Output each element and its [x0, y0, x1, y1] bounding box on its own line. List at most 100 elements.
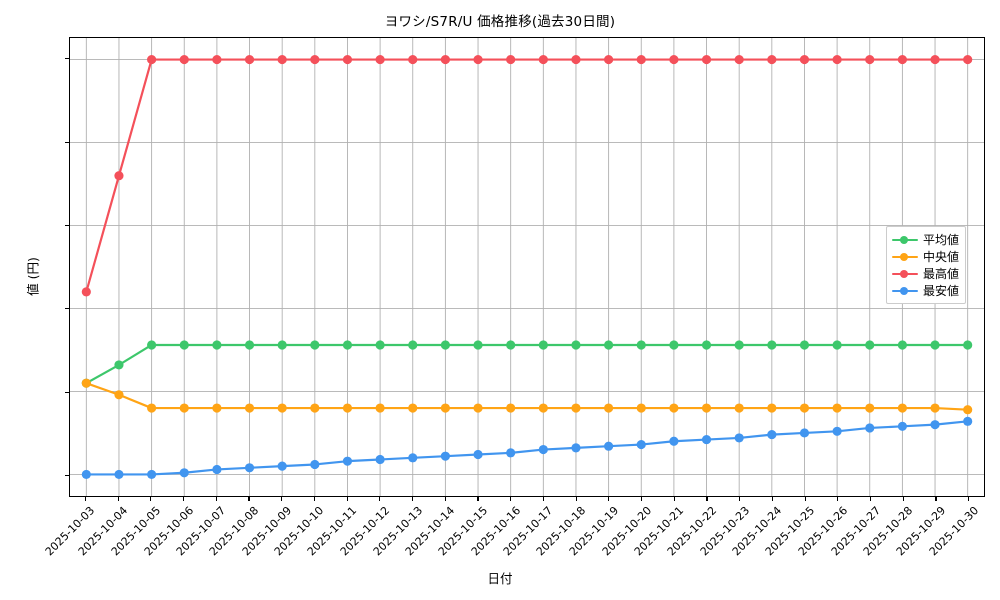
data-point [669, 54, 679, 65]
data-point [832, 426, 842, 436]
data-point [734, 403, 744, 413]
data-point [701, 403, 712, 413]
x-tick-mark [673, 497, 675, 501]
data-point [179, 54, 189, 65]
data-point [897, 54, 907, 65]
x-tick-mark [771, 497, 774, 501]
data-point [375, 340, 385, 350]
data-point [767, 430, 777, 440]
data-point [408, 453, 418, 463]
y-tick-mark [65, 391, 69, 393]
data-point [81, 378, 91, 388]
data-point [832, 340, 842, 350]
data-point [147, 54, 157, 65]
legend-item[interactable]: 最高値 [892, 265, 959, 282]
data-point [473, 340, 483, 350]
x-tick-mark [935, 497, 937, 501]
data-point [179, 340, 189, 350]
legend-swatch-icon [892, 234, 918, 246]
data-point [277, 461, 287, 471]
data-point [571, 443, 581, 453]
data-point [701, 340, 712, 350]
legend-item[interactable]: 中央値 [892, 248, 959, 265]
data-point [604, 441, 614, 451]
legend-swatch-icon [892, 251, 918, 263]
x-tick-mark [575, 497, 577, 501]
data-point [212, 464, 222, 475]
data-point [799, 403, 810, 413]
x-tick-mark [902, 497, 904, 501]
data-point [114, 360, 124, 370]
x-tick-mark [379, 497, 381, 501]
data-point [930, 420, 940, 430]
data-point [277, 340, 287, 350]
data-point [310, 403, 320, 413]
x-tick-mark [804, 497, 806, 501]
data-point [734, 433, 744, 443]
data-point [81, 287, 91, 297]
chart-title: ヨワシ/S7R/U 価格推移(過去30日間) [384, 14, 616, 30]
data-point [636, 439, 646, 450]
data-point [963, 416, 973, 426]
x-tick-mark [608, 497, 610, 501]
data-point [865, 403, 875, 413]
data-point [114, 469, 124, 480]
data-point [832, 403, 842, 413]
data-point [506, 340, 516, 350]
series-layer [81, 54, 973, 480]
data-point [506, 403, 516, 413]
data-point [114, 171, 124, 181]
series-line [85, 58, 969, 293]
data-point [865, 340, 875, 350]
x-tick-mark [870, 497, 872, 501]
data-point [571, 54, 581, 65]
data-point [538, 403, 548, 413]
data-point [310, 340, 320, 350]
x-tick-mark [739, 497, 741, 501]
data-point [538, 340, 548, 350]
legend-item[interactable]: 平均値 [892, 231, 959, 248]
x-tick-mark [313, 497, 316, 501]
legend-swatch-icon [892, 285, 918, 297]
data-point [244, 403, 255, 413]
data-point [375, 454, 385, 465]
data-point [604, 340, 614, 350]
data-point [538, 444, 548, 455]
data-point [897, 340, 907, 350]
x-tick-mark [542, 497, 545, 501]
grid-layer [70, 38, 984, 496]
data-point [473, 403, 483, 413]
x-tick-mark [837, 497, 839, 501]
x-tick-mark [183, 497, 185, 501]
data-point [408, 54, 418, 65]
legend-label: 中央値 [923, 250, 960, 264]
x-tick-mark [84, 497, 87, 501]
data-point [147, 340, 157, 350]
x-tick-mark [706, 497, 708, 501]
y-tick-mark [65, 474, 69, 477]
data-point [636, 54, 646, 65]
legend-swatch-icon [892, 268, 918, 280]
x-tick-mark [215, 497, 217, 501]
data-point [897, 403, 907, 413]
x-tick-mark [281, 497, 283, 501]
y-tick-mark [65, 58, 69, 60]
data-point [865, 54, 875, 65]
legend-item[interactable]: 最安値 [892, 282, 959, 299]
data-point [473, 54, 483, 65]
data-point [375, 403, 385, 413]
data-point [930, 403, 940, 413]
data-point [342, 456, 353, 466]
data-point [212, 340, 222, 350]
data-point [212, 54, 222, 65]
x-tick-mark [968, 497, 970, 501]
data-point [636, 403, 646, 413]
data-point [767, 340, 777, 350]
data-point [244, 463, 255, 473]
x-axis-label: 日付 [487, 571, 513, 586]
x-tick-mark [346, 497, 348, 501]
data-point [440, 54, 450, 65]
data-point [963, 54, 973, 65]
data-point [310, 54, 320, 65]
